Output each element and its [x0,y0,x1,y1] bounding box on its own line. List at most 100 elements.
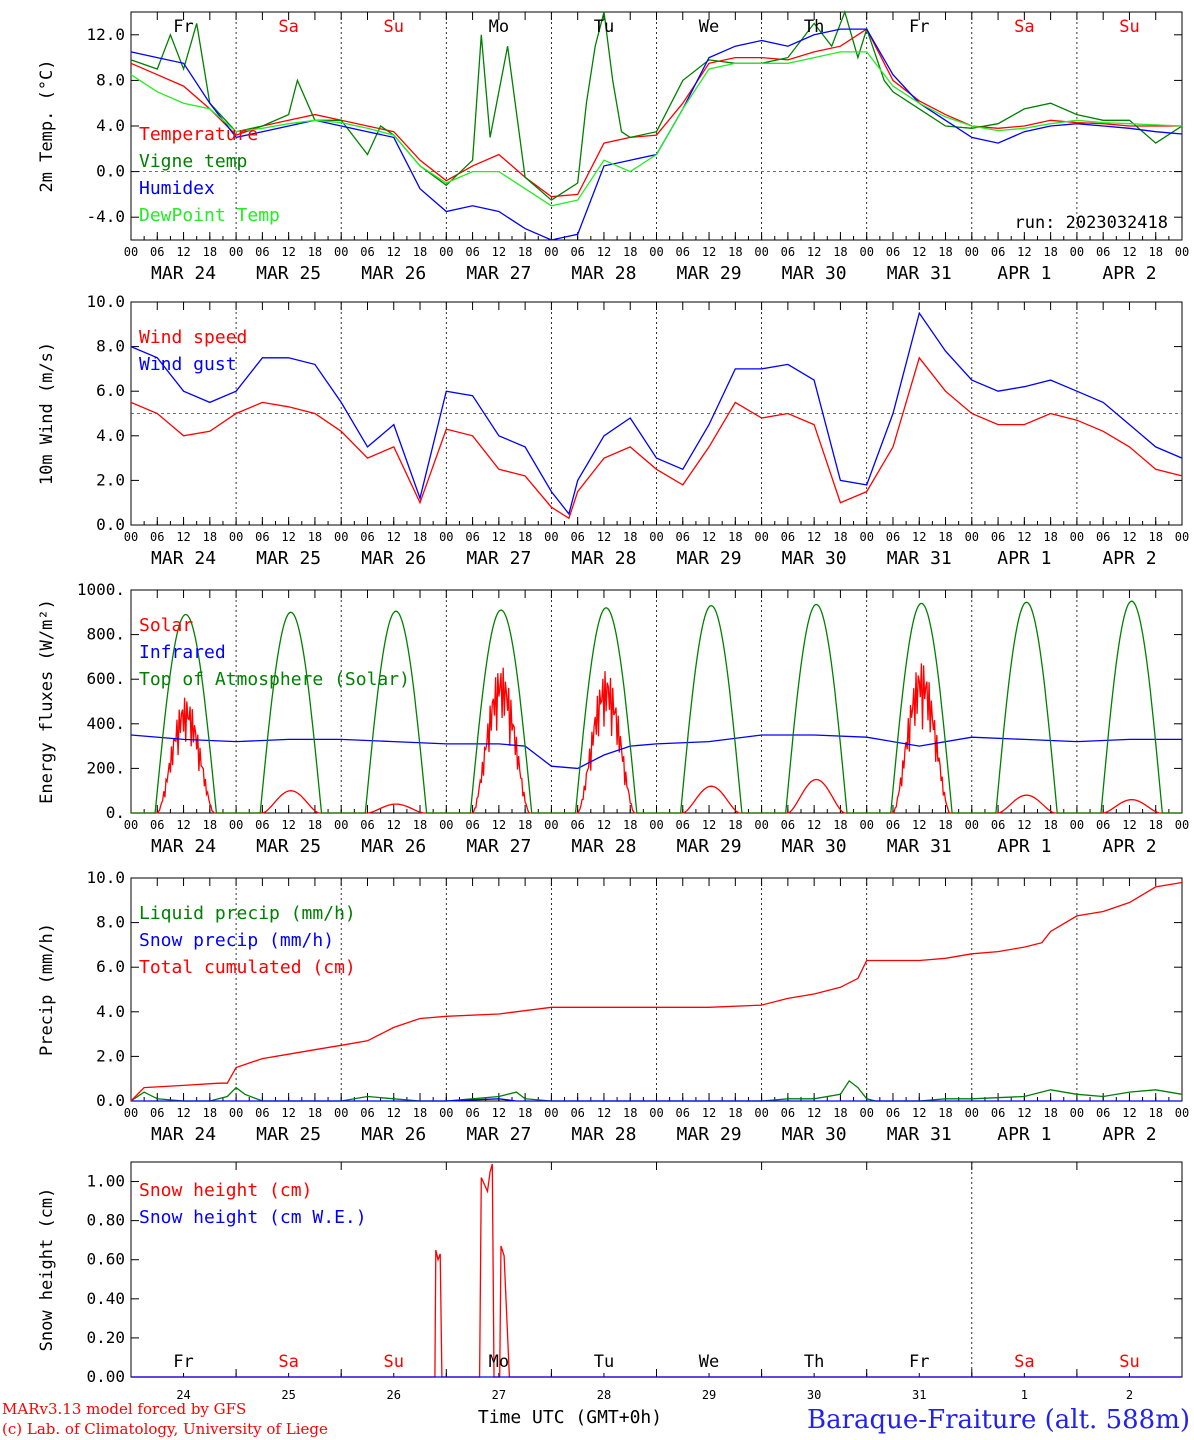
date-label: APR 2 [1102,548,1156,569]
y-axis-title: Energy fluxes (W/m²) [37,599,57,804]
hour-tick-label: 00 [649,818,663,832]
hour-tick-label: 18 [728,1106,742,1120]
legend-entry: Humidex [139,178,215,199]
hour-tick-label: 18 [308,245,322,259]
hour-tick-label: 00 [1175,245,1189,259]
hour-tick-label: 12 [281,245,295,259]
date-label: MAR 26 [361,263,426,284]
hour-tick-label: 12 [807,1106,821,1120]
hour-tick-label: 00 [649,530,663,544]
weekday-label: We [699,1352,719,1372]
date-label: MAR 25 [256,836,321,857]
hour-tick-label: 00 [439,530,453,544]
y-tick-label: 10.0 [86,292,125,311]
date-label: MAR 25 [256,548,321,569]
hour-tick-label: 00 [544,530,558,544]
series-line [130,311,1183,516]
day-number-label: 1 [1021,1388,1028,1402]
hour-tick-label: 06 [886,1106,900,1120]
hour-tick-label: 00 [544,818,558,832]
y-tick-label: 10.0 [86,868,125,887]
hour-tick-label: 18 [1148,245,1162,259]
weekday-label: Su [1119,17,1139,37]
hour-tick-label: 12 [912,1106,926,1120]
hour-tick-label: 18 [1043,1106,1057,1120]
y-tick-label: 0.0 [96,515,125,534]
date-label: MAR 24 [151,1124,216,1145]
hour-tick-label: 12 [807,818,821,832]
hour-tick-label: 06 [570,818,584,832]
series-line [130,356,1183,520]
hour-tick-label: 12 [702,530,716,544]
hour-tick-label: 06 [255,530,269,544]
hour-tick-label: 00 [1070,530,1084,544]
hour-tick-label: 12 [492,530,506,544]
hour-tick-label: 06 [886,530,900,544]
hour-tick-label: 00 [754,818,768,832]
hour-tick-label: 12 [1017,818,1031,832]
legend-entry: Top of Atmosphere (Solar) [139,669,410,690]
hour-tick-label: 06 [150,245,164,259]
date-label: MAR 29 [677,263,742,284]
date-label: APR 1 [997,1124,1051,1145]
hour-tick-label: 18 [1148,818,1162,832]
hour-tick-label: 00 [334,245,348,259]
hour-tick-label: 12 [597,245,611,259]
y-tick-label: 800. [86,625,125,644]
date-label: MAR 26 [361,548,426,569]
weekday-label: Sa [1014,1352,1034,1372]
series-line [130,28,1182,198]
legend-entry: Vigne temp [139,151,247,172]
hour-tick-label: 00 [754,530,768,544]
hour-tick-label: 06 [1096,1106,1110,1120]
hour-tick-label: 06 [255,245,269,259]
weekday-label: Tu [594,1352,614,1372]
hour-tick-label: 06 [150,530,164,544]
hour-tick-label: 12 [912,530,926,544]
hour-tick-label: 00 [229,1106,243,1120]
hour-tick-label: 18 [833,530,847,544]
y-axis-title: Snow height (cm) [37,1188,57,1352]
date-label: APR 1 [997,548,1051,569]
date-label: MAR 27 [466,1124,531,1145]
y-tick-label: 6.0 [96,957,125,976]
date-label: MAR 28 [571,836,636,857]
hour-tick-label: 00 [965,1106,979,1120]
weekday-label: Su [384,17,404,37]
hour-tick-label: 12 [1017,530,1031,544]
day-number-label: 31 [912,1388,926,1402]
hour-tick-label: 18 [203,818,217,832]
hour-tick-label: 00 [649,245,663,259]
date-label: MAR 30 [782,548,847,569]
day-number-label: 25 [281,1388,295,1402]
hour-tick-label: 18 [518,1106,532,1120]
hour-tick-label: 12 [1017,1106,1031,1120]
date-label: APR 1 [997,836,1051,857]
date-label: MAR 25 [256,1124,321,1145]
hour-tick-label: 06 [570,245,584,259]
hour-tick-label: 00 [1175,818,1189,832]
weekday-label: Mo [489,17,509,37]
y-tick-label: 1.00 [86,1172,125,1191]
hour-tick-label: 12 [1122,530,1136,544]
y-tick-label: 200. [86,758,125,777]
hour-tick-label: 06 [255,818,269,832]
hour-tick-label: 00 [124,818,138,832]
hour-tick-label: 06 [1096,530,1110,544]
y-axis-title: 2m Temp. (°C) [37,59,57,192]
weekday-label: Tu [594,17,614,37]
hour-tick-label: 12 [702,818,716,832]
date-label: MAR 26 [361,836,426,857]
hour-tick-label: 06 [465,245,479,259]
hour-tick-label: 06 [781,530,795,544]
hour-tick-label: 00 [754,1106,768,1120]
hour-tick-label: 12 [176,530,190,544]
y-tick-label: 8.0 [96,913,125,932]
hour-tick-label: 00 [124,530,138,544]
hour-tick-label: 18 [938,245,952,259]
hour-tick-label: 18 [203,530,217,544]
hour-tick-label: 18 [308,1106,322,1120]
hour-tick-label: 12 [281,530,295,544]
day-number-label: 26 [387,1388,401,1402]
hour-tick-label: 00 [439,245,453,259]
